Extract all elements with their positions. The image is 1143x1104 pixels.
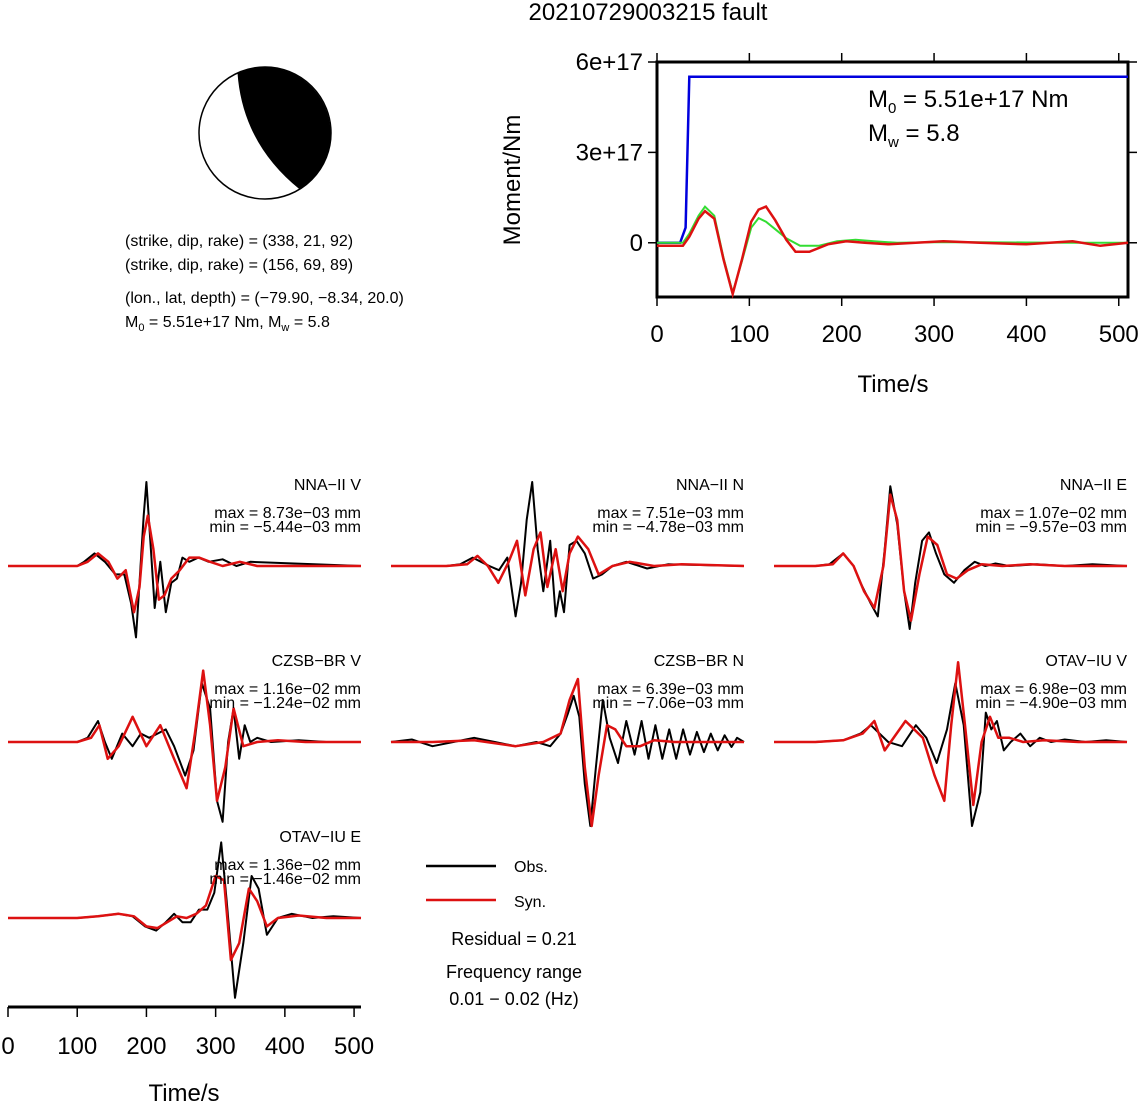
waveform-obs-line — [390, 694, 745, 827]
moment-annotation: M0 = 5.51e+17 Nm — [868, 86, 1068, 117]
waveform-time-axis: Time/s 0 100 200 300 400 500 — [1, 1005, 374, 1104]
moment-chart: 0 100 200 300 400 500 0 3e+17 6e+17 M0 = 5.51e+1… — [499, 49, 1139, 398]
moment-magnitude-summary: M0 = 5.51e+17 Nm, Mw = 5.8 — [125, 314, 330, 334]
station-min-label: min = −7.06e−03 mm — [592, 695, 744, 712]
moment-x-axis-label: Time/s — [857, 371, 928, 398]
station-name-label: CZSB−BR V — [272, 653, 362, 670]
station-name-label: OTAV−IU E — [279, 829, 361, 846]
station-max-label: max = 1.07e−02 mm — [980, 505, 1127, 522]
waveform-syn-line — [391, 531, 745, 597]
station-max-label: max = 6.98e−03 mm — [980, 681, 1127, 698]
waveform-syn-line — [774, 660, 1127, 807]
moment-x-tick-label: 0 — [650, 321, 663, 348]
station-min-label: min = −4.90e−03 mm — [975, 695, 1127, 712]
waveform-legend: Obs. Syn. Residual = 0.21 Frequency rang… — [426, 859, 582, 1009]
moment-x-tick-label: 500 — [1099, 321, 1139, 348]
station-min-label: min = −9.57e−03 mm — [975, 519, 1127, 536]
moment-chart-frame — [655, 60, 1130, 299]
waveform-syn-line — [8, 874, 361, 962]
waveform-x-tick-label: 200 — [126, 1033, 166, 1060]
legend-obs-label: Obs. — [514, 859, 548, 876]
moment-y-tick-label: 6e+17 — [576, 49, 643, 76]
station-max-label: max = 6.39e−03 mm — [597, 681, 744, 698]
moment-x-tick-label: 100 — [729, 321, 769, 348]
station-min-label: min = −1.46e−02 mm — [209, 871, 361, 888]
figure-title: 20210729003215 fault — [529, 0, 768, 26]
waveform-syn-line — [391, 677, 744, 828]
waveform-x-tick-label: 400 — [265, 1033, 305, 1060]
nodal-plane-2: (strike, dip, rake) = (156, 69, 89) — [125, 257, 353, 274]
hypocenter-location: (lon., lat, depth) = (−79.90, −8.34, 20.… — [125, 290, 404, 307]
station-name-label: NNA−II E — [1060, 477, 1127, 494]
waveform-x-tick-label: 100 — [57, 1033, 97, 1060]
moment-y-axis-label: Moment/Nm — [499, 115, 526, 246]
station-max-label: max = 8.73e−03 mm — [214, 505, 361, 522]
compressional-quadrant — [237, 67, 331, 190]
moment-x-tick-label: 300 — [914, 321, 954, 348]
station-max-label: max = 7.51e−03 mm — [597, 505, 744, 522]
waveform-x-tick-label: 0 — [1, 1033, 14, 1060]
waveform-syn-line — [8, 514, 361, 614]
magnitude-annotation: Mw = 5.8 — [868, 120, 960, 151]
station-min-label: min = −4.78e−03 mm — [592, 519, 744, 536]
waveform-x-axis-label: Time/s — [148, 1080, 219, 1104]
moment-y-tick-label: 0 — [630, 230, 643, 257]
station-name-label: CZSB−BR N — [654, 653, 744, 670]
station-max-label: max = 1.36e−02 mm — [214, 857, 361, 874]
moment-rate-red-line — [657, 205, 1129, 299]
waveform-x-tick-label: 300 — [196, 1033, 236, 1060]
residual-value: Residual = 0.21 — [451, 929, 577, 949]
waveform-syn-line — [8, 669, 361, 803]
waveform-syn-line — [774, 493, 1127, 622]
moment-y-tick-label: 3e+17 — [576, 139, 643, 166]
legend-syn-label: Syn. — [514, 894, 546, 911]
frequency-range-value: 0.01 − 0.02 (Hz) — [449, 989, 579, 1009]
focal-mechanism-beachball — [198, 66, 332, 200]
station-name-label: NNA−II V — [294, 477, 361, 494]
station-name-label: NNA−II N — [676, 477, 744, 494]
station-min-label: min = −5.44e−03 mm — [209, 519, 361, 536]
station-min-label: min = −1.24e−02 mm — [209, 695, 361, 712]
waveform-x-tick-label: 500 — [334, 1033, 374, 1060]
station-max-label: max = 1.16e−02 mm — [214, 681, 361, 698]
waveform-obs-line — [391, 481, 745, 618]
moment-x-tick-label: 400 — [1006, 321, 1046, 348]
frequency-range-label: Frequency range — [446, 962, 582, 982]
moment-x-tick-label: 200 — [822, 321, 862, 348]
station-name-label: OTAV−IU V — [1045, 653, 1127, 670]
nodal-plane-1: (strike, dip, rake) = (338, 21, 92) — [125, 233, 353, 250]
